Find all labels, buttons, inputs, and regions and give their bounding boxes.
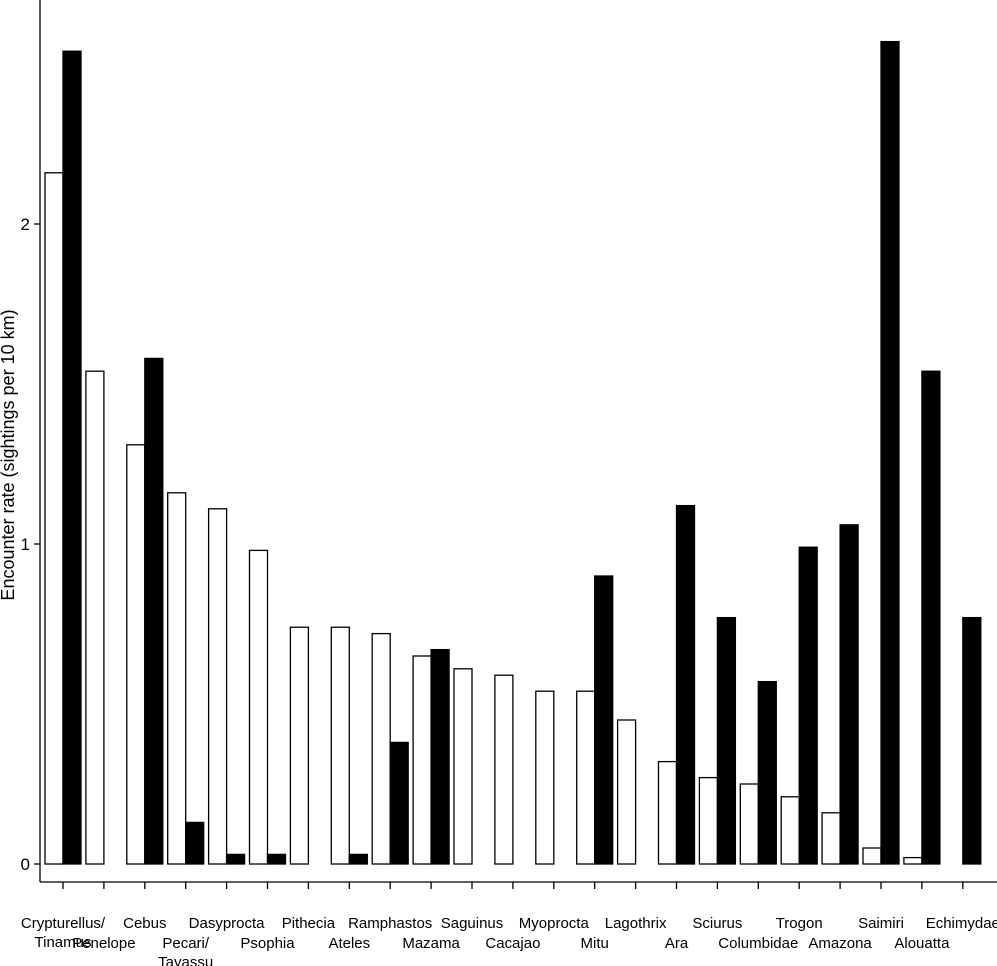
bar-series-1 <box>167 492 187 865</box>
category-label: Echimydae <box>926 915 997 932</box>
category-label: Tinamus <box>35 934 92 951</box>
bar-series-1 <box>494 674 514 865</box>
category-label: Myoprocta <box>519 915 590 932</box>
bar-series-2 <box>225 853 246 865</box>
bar-series-2 <box>348 853 368 865</box>
bar-series-2 <box>62 50 82 865</box>
bar-series-2 <box>266 853 287 865</box>
bar-series-1 <box>903 856 923 865</box>
bar-series-1 <box>85 370 105 865</box>
y-tick-label: 0 <box>21 855 30 874</box>
bar-series-2 <box>798 546 818 865</box>
category-label: Pecari/ <box>162 935 210 952</box>
bars <box>44 40 982 865</box>
bar-series-1 <box>126 444 146 865</box>
category-label: Trogon <box>776 915 823 932</box>
category-label: Dasyprocta <box>189 915 266 932</box>
bar-series-1 <box>289 626 310 865</box>
bar-series-2 <box>185 821 205 865</box>
bar-series-1 <box>657 760 678 865</box>
bar-series-1 <box>821 812 841 865</box>
category-label: Alouatta <box>894 935 950 952</box>
bar-series-1 <box>616 719 637 865</box>
y-tick-label: 1 <box>21 535 30 554</box>
category-label: Saimiri <box>858 915 904 932</box>
category-label: Sciurus <box>692 915 742 932</box>
category-label: Ramphastos <box>348 915 432 932</box>
bar-series-1 <box>248 549 269 865</box>
bar-series-1 <box>862 847 882 865</box>
bar-series-2 <box>675 504 696 865</box>
bar-series-2 <box>880 40 900 865</box>
bar-series-1 <box>739 783 759 865</box>
bar-series-2 <box>921 370 941 865</box>
category-label: Lagothrix <box>605 915 667 932</box>
bar-series-2 <box>839 524 859 865</box>
y-axis-label: Encounter rate (sightings per 10 km) <box>0 309 18 600</box>
bar-series-1 <box>412 655 432 865</box>
axes: 0 1 2 <box>21 0 997 889</box>
category-label: Columbidae <box>718 935 798 952</box>
bar-series-1 <box>207 508 228 865</box>
category-label: Psophia <box>240 935 295 952</box>
bar-series-2 <box>757 680 777 865</box>
bar-series-1 <box>698 776 719 865</box>
bar-series-1 <box>453 668 473 865</box>
category-label: Mitu <box>581 935 609 952</box>
category-label: Ateles <box>328 935 370 952</box>
bar-series-1 <box>780 796 800 865</box>
bar-series-1 <box>576 690 596 865</box>
category-label: Mazama <box>402 935 460 952</box>
bar-series-2 <box>430 648 450 865</box>
category-label: Penelope <box>72 935 135 952</box>
category-label: Tayassu <box>158 954 213 966</box>
category-label: Cacajao <box>485 935 540 952</box>
category-label: Ara <box>665 935 689 952</box>
bar-series-2 <box>962 616 982 865</box>
category-label: Saguinus <box>441 915 504 932</box>
bar-series-1 <box>330 626 350 865</box>
bar-series-1 <box>371 632 391 865</box>
bar-series-1 <box>44 172 64 865</box>
y-tick-label: 2 <box>21 215 30 234</box>
bar-series-2 <box>389 741 409 865</box>
category-label: Amazona <box>808 935 872 952</box>
category-label: Pithecia <box>282 915 336 932</box>
bar-series-1 <box>535 690 555 865</box>
bar-series-2 <box>144 357 164 865</box>
bar-series-2 <box>716 616 737 865</box>
category-label: Cebus <box>123 915 166 932</box>
bar-series-2 <box>594 575 614 865</box>
category-label: Crypturellus/ <box>21 915 106 932</box>
